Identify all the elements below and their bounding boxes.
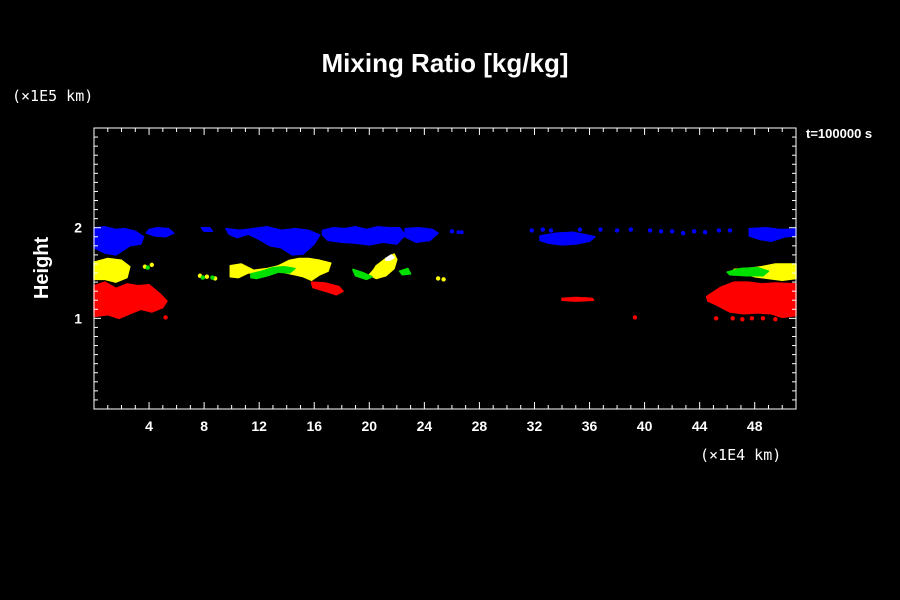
- field-point-3-4: [577, 227, 583, 232]
- x-tick-label: 48: [747, 418, 763, 434]
- field-point-3-9: [658, 229, 664, 234]
- y-tick-label: 1: [74, 310, 82, 326]
- field-point-3-5: [598, 227, 603, 232]
- field-point-0-9: [773, 317, 778, 322]
- field-region-3-2: [200, 226, 214, 233]
- field-region-1-0: [93, 257, 131, 283]
- field-point-3-7: [628, 227, 634, 232]
- mixing-ratio-points: [112, 227, 778, 322]
- y-tick-label: 2: [74, 220, 82, 236]
- field-region-3-1: [145, 226, 175, 238]
- x-unit-label: (×1E4 km): [700, 446, 781, 464]
- x-tick-label: 24: [417, 418, 433, 434]
- chart-title: Mixing Ratio [kg/kg]: [322, 48, 569, 78]
- field-region-3-8: [748, 226, 797, 243]
- field-region-3-4: [321, 226, 406, 246]
- y-unit-label: (×1E5 km): [12, 87, 93, 105]
- x-tick-label: 4: [145, 418, 153, 434]
- field-point-3-11: [680, 230, 686, 236]
- x-tick-label: 44: [692, 418, 708, 434]
- field-point-2-2: [210, 275, 215, 280]
- field-region-2-0: [250, 265, 296, 280]
- field-point-1-1: [149, 262, 155, 268]
- time-label: t=100000 s: [806, 126, 872, 141]
- field-point-3-10: [669, 229, 675, 234]
- mixing-ratio-field: [93, 226, 797, 320]
- x-tick-label: 32: [527, 418, 543, 434]
- field-region-3-7: [539, 231, 596, 246]
- field-region-0-3: [705, 281, 797, 319]
- field-point-0-8: [760, 316, 766, 321]
- field-region-2-3: [726, 266, 770, 277]
- field-point-0-1: [127, 298, 132, 303]
- field-point-3-12: [691, 229, 697, 234]
- field-point-0-0: [112, 288, 117, 294]
- x-tick-label: 12: [251, 418, 267, 434]
- x-tick-label: 40: [637, 418, 653, 434]
- field-point-1-5: [435, 276, 441, 281]
- plot-frame: [93, 127, 797, 410]
- field-region-0-1: [310, 281, 344, 296]
- x-tick-label: 28: [472, 418, 488, 434]
- y-axis-title: Height: [31, 237, 53, 300]
- field-point-3-2: [540, 227, 545, 232]
- field-point-0-6: [740, 317, 745, 322]
- x-tick-label: 36: [582, 418, 598, 434]
- field-region-0-2: [561, 296, 595, 302]
- field-point-1-3: [204, 274, 210, 279]
- field-point-3-1: [529, 228, 534, 233]
- field-region-3-6: [456, 230, 464, 234]
- field-point-0-5: [730, 316, 735, 321]
- field-region-3-0: [93, 226, 145, 256]
- field-point-0-7: [749, 316, 755, 321]
- field-point-3-0: [449, 229, 455, 234]
- field-point-1-6: [441, 277, 446, 282]
- field-region-3-3: [225, 226, 321, 256]
- field-point-3-13: [702, 230, 708, 235]
- x-tick-label: 20: [362, 418, 378, 434]
- field-region-4-0: [385, 254, 395, 262]
- field-region-2-1: [352, 268, 373, 281]
- field-point-2-0: [145, 265, 150, 270]
- field-point-0-4: [713, 316, 719, 321]
- field-point-3-14: [716, 228, 722, 233]
- field-point-3-15: [727, 228, 733, 233]
- field-region-2-2: [398, 267, 412, 276]
- field-point-3-3: [548, 228, 554, 233]
- field-point-3-8: [647, 228, 653, 233]
- field-point-0-2: [163, 315, 168, 320]
- x-tick-label: 16: [306, 418, 322, 434]
- x-tick-label: 8: [200, 418, 208, 434]
- field-region-3-5: [404, 226, 439, 243]
- field-point-2-1: [200, 275, 205, 280]
- field-point-0-3: [632, 315, 638, 320]
- field-point-3-6: [614, 228, 620, 233]
